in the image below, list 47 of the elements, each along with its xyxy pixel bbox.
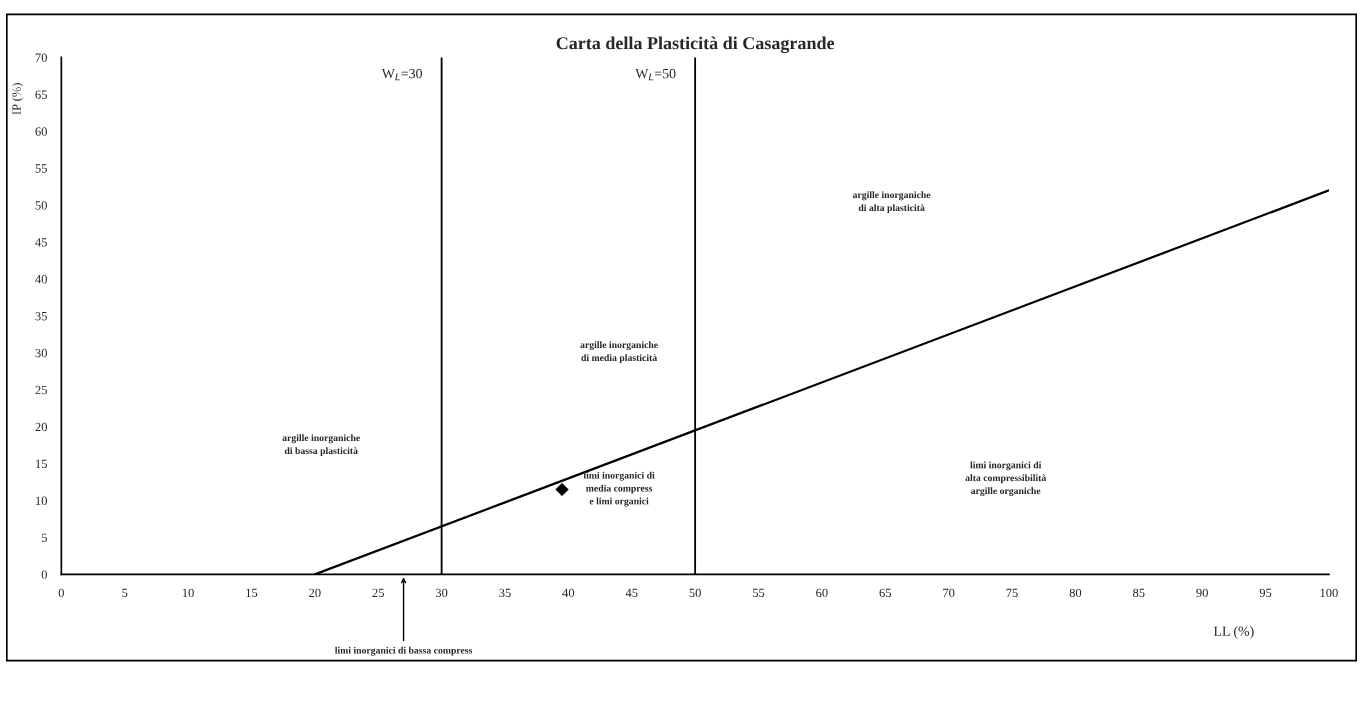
y-tick-label: 15: [36, 459, 47, 469]
x-tick-label: 30: [435, 588, 448, 598]
x-tick-label: 75: [1006, 588, 1018, 598]
y-axis-title: IP (%): [11, 83, 24, 115]
x-tick-label: 65: [879, 588, 892, 598]
y-tick-label: 70: [35, 53, 47, 62]
x-tick-label: 45: [625, 588, 638, 598]
y-tick-label: 30: [35, 348, 47, 358]
annotation: limi inorganici di media compress e limi organici: [583, 471, 655, 507]
annotation: limi inorganici di alta compressibilità argille organiche: [965, 461, 1047, 497]
x-tick-label: 15: [246, 588, 258, 598]
text: limi inorganici di bassa compress: [334, 646, 473, 656]
ref-line-label: W$_{L}$=50: [635, 68, 676, 81]
y-tick-label: 45: [35, 238, 47, 247]
y-tick-label: 40: [35, 275, 47, 284]
x-tick-label: 80: [1069, 588, 1082, 598]
y-tick-label: 60: [35, 127, 47, 136]
x-tick-label: 5: [122, 588, 128, 598]
x-tick-label: 95: [1259, 588, 1272, 598]
y-tick-label: 35: [35, 311, 47, 321]
x-tick-label: 55: [752, 588, 765, 598]
y-tick-label: 25: [35, 385, 47, 395]
y-tick-label: 0: [41, 570, 47, 579]
x-tick-label: 40: [562, 588, 575, 598]
y-tick-label: 55: [35, 164, 47, 173]
x-tick-label: 0: [58, 588, 64, 598]
x-tick-label: 35: [499, 588, 511, 598]
x-tick-label: 90: [1196, 588, 1208, 598]
x-tick-label: 100: [1320, 588, 1338, 598]
x-tick-label: 70: [943, 588, 955, 598]
y-tick-label: 65: [35, 90, 47, 99]
chart-title: Carta della Plasticità di Casagrande: [556, 36, 835, 54]
annotation: argille inorganiche di media plasticità: [580, 341, 658, 363]
x-tick-label: 85: [1133, 588, 1145, 598]
x-tick-label: 50: [689, 588, 701, 598]
y-tick-label: 50: [35, 201, 47, 210]
y-tick-label: 10: [36, 496, 47, 506]
annotation: argille inorganiche di bassa plasticità: [282, 434, 360, 457]
annotation: argille inorganiche di alta plasticità: [852, 191, 931, 214]
y-tick-label: 5: [41, 533, 47, 542]
x-axis-title: LL (%): [1213, 626, 1254, 639]
ref-line-label: W$_{L}$=30: [381, 68, 422, 81]
x-tick-label: 20: [309, 588, 321, 598]
x-tick-label: 10: [182, 588, 194, 598]
x-tick-label: 25: [372, 588, 384, 598]
y-tick-label: 20: [35, 422, 47, 432]
x-tick-label: 60: [816, 588, 828, 598]
